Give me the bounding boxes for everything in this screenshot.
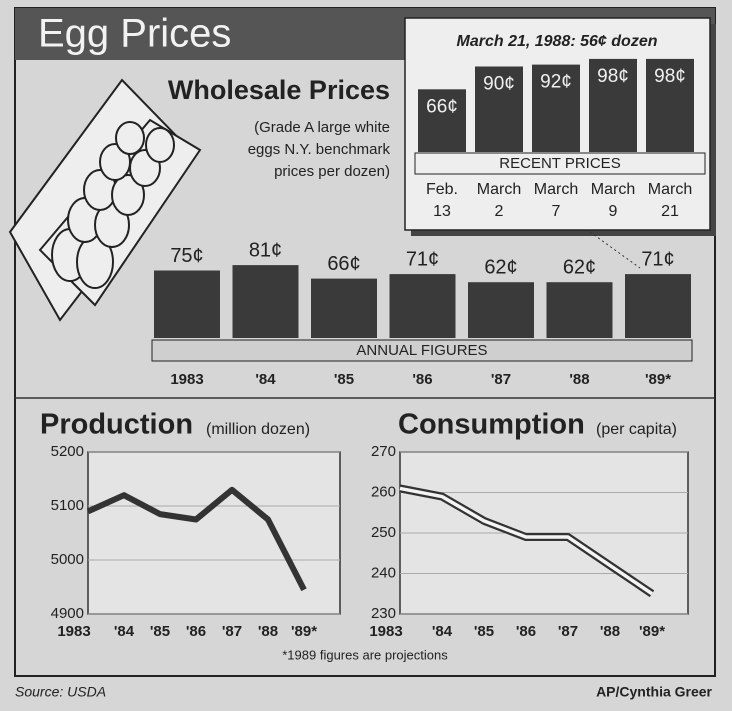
source: Source: USDA xyxy=(15,684,106,700)
value-label: 81¢ xyxy=(249,239,282,261)
x-tick-label: 1983 xyxy=(57,623,90,640)
main-title: Egg Prices xyxy=(38,12,231,56)
value-label: 98¢ xyxy=(597,66,629,87)
bar xyxy=(233,265,299,338)
chart-subtitle: (Grade A large white xyxy=(254,119,390,136)
egg xyxy=(116,122,144,154)
value-label: 92¢ xyxy=(540,72,572,93)
x-tick-label: '87 xyxy=(558,623,578,640)
y-tick-label: 240 xyxy=(371,564,396,581)
x-tick-label: '85 xyxy=(150,623,170,640)
bar xyxy=(547,282,613,338)
x-tick-label: '85 xyxy=(474,623,494,640)
y-tick-label: 250 xyxy=(371,524,396,541)
band-label: RECENT PRICES xyxy=(499,155,620,172)
bar xyxy=(625,274,691,338)
chart-title: Production xyxy=(40,409,193,441)
x-tick-label: '86 xyxy=(412,371,432,388)
credit: AP/Cynthia Greer xyxy=(596,684,712,700)
x-tick-label: 1983 xyxy=(369,623,402,640)
x-tick-label: '84 xyxy=(432,623,453,640)
y-tick-label: 270 xyxy=(371,443,396,460)
x-tick-label: '85 xyxy=(334,371,354,388)
y-tick-label: 5100 xyxy=(51,497,84,514)
y-tick-label: 5000 xyxy=(51,551,84,568)
bar xyxy=(390,274,456,338)
value-label: 66¢ xyxy=(327,253,360,275)
x-tick-label: 1983 xyxy=(170,371,203,388)
value-label: 75¢ xyxy=(170,245,203,267)
chart-title: Wholesale Prices xyxy=(168,75,390,105)
x-tick-label: '84 xyxy=(255,371,276,388)
band-label: ANNUAL FIGURES xyxy=(356,342,487,359)
chart-subtitle: (million dozen) xyxy=(206,421,310,438)
chart-subtitle: (per capita) xyxy=(596,421,677,438)
x-tick-label: '89* xyxy=(645,371,671,388)
page: Egg Prices *1989 figures are projections… xyxy=(0,0,732,711)
value-label: 62¢ xyxy=(484,256,517,278)
x-tick-label: '88 xyxy=(600,623,620,640)
bar xyxy=(311,279,377,338)
footnote: *1989 figures are projections xyxy=(282,647,448,662)
infographic: Egg Prices *1989 figures are projections… xyxy=(0,0,732,711)
chart-subtitle: prices per dozen) xyxy=(274,163,390,180)
chart-title: Consumption xyxy=(398,409,585,441)
x-tick-label: '86 xyxy=(186,623,206,640)
value-label: 71¢ xyxy=(641,248,674,270)
bar xyxy=(468,282,534,338)
y-tick-label: 260 xyxy=(371,483,396,500)
x-tick-label: '88 xyxy=(569,371,589,388)
egg xyxy=(146,128,174,162)
x-tick-label: '89* xyxy=(291,623,317,640)
value-label: 62¢ xyxy=(563,256,596,278)
value-label: 90¢ xyxy=(483,74,515,95)
value-label: 71¢ xyxy=(406,248,439,270)
value-label: 66¢ xyxy=(426,96,458,117)
y-tick-label: 5200 xyxy=(51,443,84,460)
chart-title: March 21, 1988: 56¢ dozen xyxy=(457,33,658,50)
y-tick-label: 230 xyxy=(371,605,396,622)
x-tick-label: '84 xyxy=(114,623,135,640)
chart-subtitle: eggs N.Y. benchmark xyxy=(248,141,391,158)
x-tick-label: '87 xyxy=(491,371,511,388)
value-label: 98¢ xyxy=(654,66,686,87)
x-tick-label: '87 xyxy=(222,623,242,640)
y-tick-label: 4900 xyxy=(51,605,84,622)
x-tick-label: '89* xyxy=(639,623,665,640)
x-tick-label: '88 xyxy=(258,623,278,640)
bar xyxy=(154,271,220,339)
x-tick-label: '86 xyxy=(516,623,536,640)
